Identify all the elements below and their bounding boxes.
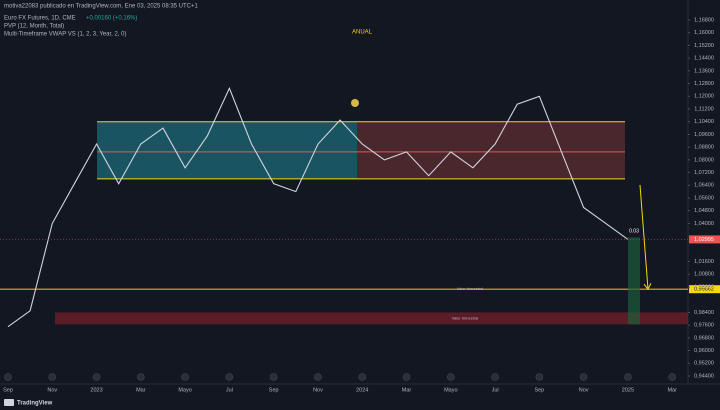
- y-tick-label: 1,11200: [694, 106, 713, 112]
- symbol-title: Euro FX Futures, 1D, CME: [4, 16, 76, 22]
- profile-area: [357, 121, 625, 179]
- measure-label: 0.03: [629, 229, 639, 235]
- event-icon: [535, 373, 544, 381]
- level-price-label: 0,99862: [694, 287, 714, 293]
- y-tick-label: 1,12800: [694, 81, 714, 87]
- y-tick-label: 1,14400: [694, 56, 714, 62]
- forecast-arrow: [639, 184, 649, 290]
- forecast-arrowhead: [643, 282, 652, 291]
- event-icon: [402, 373, 411, 381]
- y-tick-label: 0,98400: [694, 310, 714, 316]
- brand-logo: [4, 399, 14, 406]
- measure-box: [628, 237, 640, 325]
- annotation: ANUAL: [352, 30, 373, 36]
- event-icon: [181, 373, 189, 381]
- y-tick-label: 1,10400: [694, 119, 714, 125]
- y-tick-label: 0,96800: [694, 335, 714, 341]
- profile-area: [97, 121, 357, 179]
- x-tick-label: Mayo: [444, 387, 457, 393]
- y-tick-label: 1,04000: [694, 221, 714, 227]
- event-icon: [579, 373, 588, 381]
- y-tick-label: 1,13600: [694, 68, 714, 74]
- x-tick-label: Sep: [3, 387, 13, 393]
- x-tick-label: Mar: [402, 387, 412, 393]
- event-icon: [225, 373, 234, 381]
- y-tick-label: 1,01600: [694, 259, 714, 265]
- last-price-label: 1,02995: [694, 237, 714, 243]
- y-tick-label: 1,08000: [694, 157, 714, 163]
- event-icon: [446, 373, 455, 381]
- event-icon: [358, 373, 367, 381]
- x-tick-label: Sep: [534, 387, 544, 393]
- brand: TradingView: [17, 401, 53, 407]
- x-tick-label: Sep: [269, 387, 279, 393]
- x-tick-label: 2024: [356, 387, 368, 393]
- y-tick-label: 1,08800: [694, 145, 714, 151]
- y-tick-label: 0,95200: [694, 361, 714, 367]
- event-icon: [48, 373, 57, 381]
- level-band: [55, 312, 688, 325]
- y-tick-label: 1,15200: [694, 43, 714, 49]
- level-name: Valor trimestral: [452, 315, 479, 320]
- x-tick-label: Mayo: [178, 387, 191, 393]
- x-tick-label: Nov: [47, 387, 57, 393]
- y-tick-label: 1,00000: [694, 284, 714, 290]
- y-tick-label: 1,04800: [694, 208, 714, 214]
- event-icon: [269, 373, 278, 381]
- event-icon: [668, 373, 677, 381]
- x-tick-label: Jul: [492, 387, 499, 393]
- y-tick-label: 1,09600: [694, 132, 714, 138]
- last-price-box: [689, 235, 720, 244]
- price-line: [7, 86, 629, 328]
- indicator: Multi-Timeframe VWAP VS (1, 2, 3, Year, …: [4, 32, 127, 38]
- event-icon: [314, 373, 322, 381]
- y-tick-label: 1,16800: [694, 17, 714, 23]
- y-tick-label: 0,97600: [694, 323, 714, 329]
- price-change: +0,00160 (+0,16%): [86, 16, 137, 22]
- y-tick-label: 1,00800: [694, 272, 714, 278]
- event-icon: [491, 373, 499, 381]
- y-tick-label: 0,94400: [694, 373, 714, 379]
- level-price-box: [689, 285, 720, 294]
- event-icon: [137, 373, 145, 381]
- y-tick-label: 1,12000: [694, 94, 714, 100]
- x-tick-label: 2023: [90, 387, 102, 393]
- y-tick-label: 1,07200: [694, 170, 714, 176]
- x-tick-label: Mar: [667, 387, 677, 393]
- x-tick-label: Nov: [313, 387, 323, 393]
- level-name: Valor trimestral: [457, 286, 484, 291]
- y-tick-label: 0,96000: [694, 348, 714, 354]
- x-tick-label: Mar: [136, 387, 146, 393]
- event-icon: [624, 373, 632, 381]
- x-tick-label: Jul: [226, 387, 233, 393]
- y-tick-label: 1,05600: [694, 195, 714, 201]
- x-tick-label: Nov: [579, 387, 589, 393]
- event-icon: [4, 373, 12, 381]
- event-icon: [92, 373, 101, 381]
- indicator: PVP (12, Month, Total): [4, 24, 64, 30]
- publisher: motiva22083 publicado en TradingView.com…: [4, 4, 199, 10]
- y-tick-label: 1,06400: [694, 183, 714, 189]
- y-tick-label: 1,16000: [694, 30, 714, 36]
- x-tick-label: 2025: [622, 387, 634, 393]
- marker: [351, 99, 359, 107]
